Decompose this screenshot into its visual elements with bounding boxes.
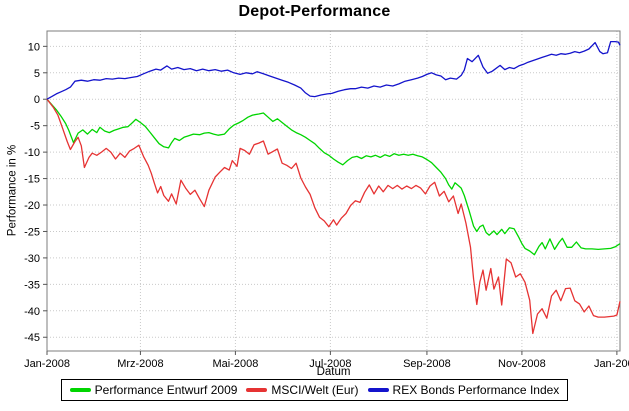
svg-text:-25: -25 — [24, 226, 40, 238]
svg-text:Nov-2008: Nov-2008 — [498, 358, 546, 370]
svg-text:Mai-2008: Mai-2008 — [212, 358, 258, 370]
svg-text:-30: -30 — [24, 253, 40, 265]
x-axis-label: Datum — [316, 366, 351, 378]
legend-item-entwurf: Performance Entwurf 2009 — [69, 383, 238, 397]
legend-item-rex: REX Bonds Performance Index — [367, 383, 560, 397]
chart-title: Depot-Performance — [238, 3, 391, 20]
svg-text:10: 10 — [28, 41, 40, 53]
svg-text:0: 0 — [34, 94, 40, 106]
svg-text:Jul-2008: Jul-2008 — [309, 358, 351, 370]
svg-text:Sep-2008: Sep-2008 — [403, 358, 451, 370]
legend-box: Performance Entwurf 2009 MSCI/Welt (Eur)… — [60, 379, 569, 401]
svg-text:-10: -10 — [24, 147, 40, 159]
svg-text:Mrz-2008: Mrz-2008 — [117, 358, 163, 370]
legend-label: Performance Entwurf 2009 — [94, 383, 238, 397]
svg-text:-45: -45 — [24, 332, 40, 344]
legend-label: MSCI/Welt (Eur) — [271, 383, 359, 397]
blue-line-swatch-icon — [367, 388, 389, 392]
legend-item-msci: MSCI/Welt (Eur) — [246, 383, 359, 397]
svg-text:-35: -35 — [24, 279, 40, 291]
svg-text:Jan-2009: Jan-2009 — [594, 358, 629, 370]
legend-label: REX Bonds Performance Index — [392, 383, 560, 397]
red-line-swatch-icon — [246, 388, 268, 392]
svg-text:Jan-2008: Jan-2008 — [24, 358, 70, 370]
svg-text:5: 5 — [34, 68, 40, 80]
svg-text:-40: -40 — [24, 306, 40, 318]
y-axis-label: Performance in % — [6, 144, 19, 237]
svg-text:-20: -20 — [24, 200, 40, 212]
green-line-swatch-icon — [69, 388, 91, 392]
svg-text:-15: -15 — [24, 174, 40, 186]
legend: Performance Entwurf 2009 MSCI/Welt (Eur)… — [0, 379, 629, 401]
svg-text:-5: -5 — [30, 121, 40, 133]
